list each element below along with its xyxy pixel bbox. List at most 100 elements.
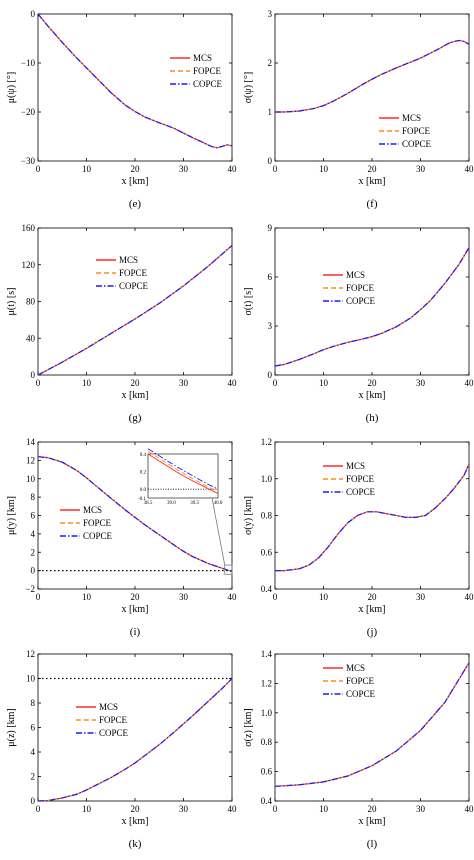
inset-series-line-fopce [147,450,219,493]
x-tick-label: 40 [228,378,238,388]
legend: MCS FOPCE COPCE [323,270,376,306]
x-tick-label: 10 [319,804,329,814]
x-tick-label: 40 [228,592,238,602]
series-line-fopce [275,39,469,113]
series-line-mcs [275,247,469,367]
y-tick-label: 160 [22,223,36,233]
series-line-copce [38,456,232,573]
x-tick-label: 30 [416,378,426,388]
panel-e: 0 10 20 30 40 −30 −20 −10 0 x [km] μ(ψ) [°] (e) MCS F… [6,9,237,210]
y-tick-label: 6 [268,272,273,282]
y-tick-label: 1.4 [261,649,273,659]
panel-label: (k) [129,838,142,850]
series-line-copce [38,245,232,375]
series-line-fopce [275,463,469,572]
y-tick-label: 4 [31,747,36,757]
x-tick-label: 10 [82,592,92,602]
y-tick-label: 14 [26,437,36,447]
y-tick-label: 12 [26,649,35,659]
y-tick-label: 6 [31,511,36,521]
legend-label-copce: COPCE [402,139,432,149]
x-tick-label: 10 [319,378,329,388]
legend-label-fopce: FOPCE [346,474,375,484]
y-axis-label: μ(z) [km] [6,708,17,746]
x-tick-label: 30 [416,804,426,814]
legend-label-fopce: FOPCE [99,715,128,725]
inset-series-line-mcs [147,453,219,495]
x-axis-label: x [km] [359,176,386,187]
zoom-region-box [224,564,233,575]
inset-x-tick-label: 39.0 [167,501,176,506]
y-tick-label: 10 [26,674,36,684]
x-tick-label: 20 [368,378,378,388]
legend-label-fopce: FOPCE [346,283,375,293]
legend-label-copce: COPCE [99,728,129,738]
y-tick-label: 2 [31,772,36,782]
y-axis-label: σ(z) [km] [243,708,254,746]
zoom-connector-line [211,497,226,566]
y-tick-label: 2 [31,547,36,557]
y-tick-label: 3 [268,321,273,331]
y-tick-label: 0.6 [261,767,273,777]
panel-k: 0 10 20 30 40 0 2 4 6 8 10 12 x [km] μ(z) [km] (k) MCS F… [6,649,237,850]
legend-label-copce: COPCE [346,689,376,699]
x-tick-label: 10 [319,164,329,174]
y-tick-label: 120 [22,260,36,270]
legend-label-mcs: MCS [402,113,421,123]
y-tick-label: 0 [31,566,36,576]
legend-label-mcs: MCS [193,53,212,63]
panel-label: (h) [366,412,379,424]
y-tick-label: 0 [31,9,36,19]
y-tick-label: 8 [31,698,36,708]
legend-label-copce: COPCE [193,79,223,89]
inset-y-tick-label: 0.2 [140,471,147,476]
y-tick-label: 1.0 [261,708,273,718]
series-line-copce [275,662,469,787]
x-tick-label: 20 [131,592,141,602]
y-axis-label: σ(t) [s] [243,288,254,316]
inset-x-tick-label: 38.5 [144,501,153,506]
legend-label-copce: COPCE [119,281,149,291]
y-axis-label: μ(t) [s] [6,288,17,316]
x-tick-label: 30 [179,804,189,814]
x-axis-label: x [km] [122,816,149,827]
x-tick-label: 0 [273,804,278,814]
x-tick-label: 40 [465,164,474,174]
y-tick-label: 0.6 [261,547,273,557]
x-axis-label: x [km] [359,816,386,827]
x-tick-label: 20 [131,378,141,388]
panel-label: (j) [367,626,378,638]
y-tick-label: 0 [31,370,36,380]
x-tick-label: 20 [131,164,141,174]
x-tick-label: 10 [82,378,92,388]
series-line-mcs [38,678,232,801]
inset-series-line-copce [147,448,219,490]
legend-label-fopce: FOPCE [346,676,375,686]
x-tick-label: 40 [465,804,474,814]
y-tick-label: 0.4 [261,584,273,594]
y-axis-label: σ(ψ) [°] [243,72,254,103]
y-tick-label: 0.8 [261,737,273,747]
panel-label: (l) [367,838,378,850]
legend-label-copce: COPCE [83,531,113,541]
series-line-mcs [275,39,469,113]
y-tick-label: 6 [31,723,36,733]
y-tick-label: 40 [26,333,36,343]
inset-y-tick-label: -0.1 [138,497,146,502]
legend-label-mcs: MCS [83,505,102,515]
x-tick-label: 10 [82,164,92,174]
plot-frame [37,227,233,376]
y-axis-label: σ(y) [km] [243,496,254,535]
legend: MCS FOPCE COPCE [323,663,376,699]
y-tick-label: 1.0 [261,474,273,484]
y-tick-label: 9 [268,223,273,233]
x-tick-label: 10 [319,592,329,602]
inset-zoom: 38.5 39.0 39.5 40.0 -0.1 0.0 0.2 0.4 [138,448,233,575]
legend: MCS FOPCE COPCE [170,53,223,89]
series-line-fopce [38,678,232,801]
panel-l: 0 10 20 30 40 0.4 0.6 0.8 1.0 1.2 1.4 x [km] σ(z) [k… [243,649,474,850]
legend: MCS FOPCE COPCE [323,461,376,497]
y-tick-label: 0 [268,370,273,380]
